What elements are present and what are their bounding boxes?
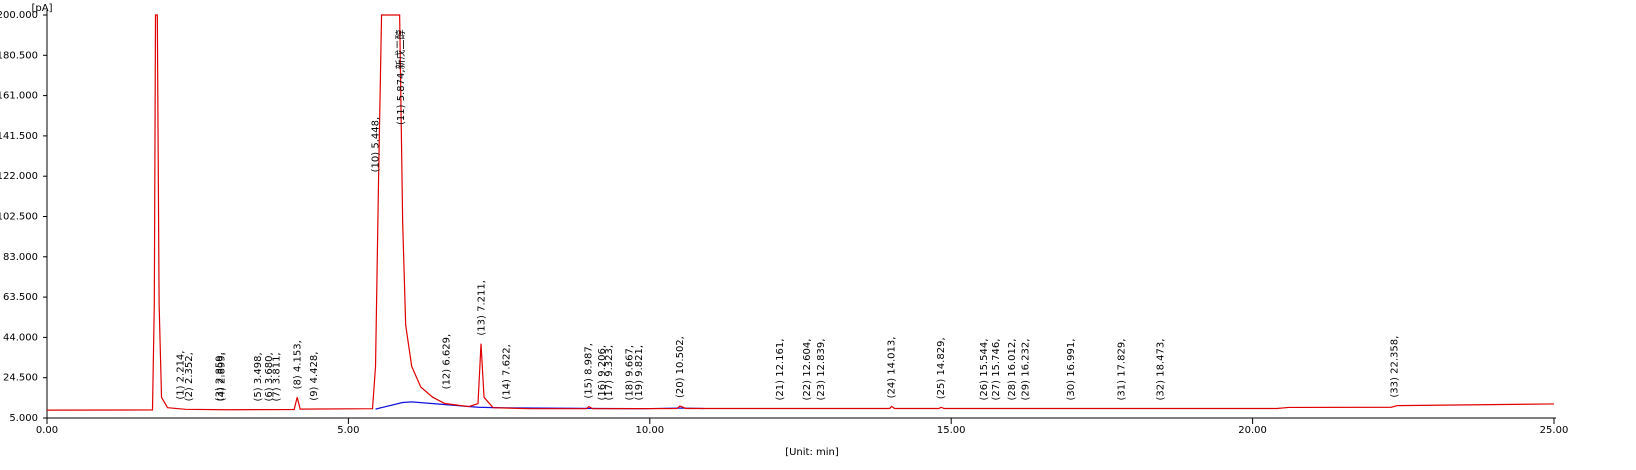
peak-label: (29) 16.232, <box>1020 339 1031 401</box>
trace <box>46 14 1555 411</box>
peak-label: (19) 9.821, <box>634 345 645 401</box>
peak-label: (32) 18.473, <box>1156 339 1167 401</box>
y-tick-label: 200.000 <box>0 10 38 21</box>
peak-label: (26) 15.544, <box>979 339 990 401</box>
peak-label: (33) 22.358, <box>1390 336 1401 398</box>
peak-label: (11) 5.874,新戊二醇 <box>394 29 407 125</box>
y-tick-label: 180.500 <box>0 50 38 61</box>
peak-label: (12) 6.629, <box>442 334 453 390</box>
peak-label: (31) 17.829, <box>1117 339 1128 401</box>
x-tick-label: 20.00 <box>1238 425 1267 436</box>
peak-label: (30) 16.991, <box>1066 339 1077 401</box>
y-axis-label: [pA] <box>32 3 53 14</box>
y-tick-label: 141.500 <box>0 131 38 142</box>
x-axis-label: [Unit: min] <box>785 447 839 458</box>
y-tick-label: 122.000 <box>0 171 38 182</box>
peak-label: (25) 14.829, <box>936 337 947 399</box>
peak-label: (21) 12.161, <box>775 339 786 401</box>
y-tick-label: 63.500 <box>3 292 38 303</box>
peak-label: (2) 2.352, <box>184 352 195 401</box>
peak-label: (28) 16.012, <box>1007 339 1018 401</box>
peak-label: (23) 12.839, <box>816 339 827 401</box>
x-tick-label: 5.00 <box>337 425 359 436</box>
x-tick-label: 15.00 <box>937 425 966 436</box>
peak-label: (6) 3.680, <box>264 352 275 401</box>
peak-label: (22) 12.604, <box>802 339 813 401</box>
peak-label: (17) 9.323, <box>604 345 615 401</box>
y-tick-label: 24.500 <box>3 373 38 384</box>
peak-label: (1) 2.214, <box>175 351 186 400</box>
x-tick-label: 10.00 <box>635 425 664 436</box>
peak-label: (20) 10.502, <box>675 336 686 398</box>
x-tick-label: 25.00 <box>1540 425 1569 436</box>
peak-label: (16) 9.206, <box>597 345 608 401</box>
y-tick-label: 5.000 <box>9 413 38 424</box>
peak-label: (18) 9.667, <box>625 345 636 401</box>
peak-label: (14) 7.622, <box>501 344 512 400</box>
peak-label: (13) 7.211, <box>477 280 488 336</box>
peak-label: (24) 14.013, <box>887 337 898 399</box>
peak-label: (27) 15.746, <box>991 339 1002 401</box>
peak-label: (7) 3.811, <box>272 352 283 401</box>
peak-label: (3) 2.859, <box>214 352 225 401</box>
peak-label: (15) 8.987, <box>584 343 595 399</box>
y-tick-label: 102.500 <box>0 212 38 223</box>
peak-label: (10) 5.448, <box>370 117 381 173</box>
peak-label: (5) 3.498, <box>253 352 264 401</box>
y-tick-label: 83.000 <box>3 252 38 263</box>
x-tick-label: 0.00 <box>36 425 58 436</box>
y-tick-label: 44.000 <box>3 332 38 343</box>
peak-label: (9) 4.428, <box>309 352 320 401</box>
y-tick-label: 161.000 <box>0 91 38 102</box>
peak-label: (8) 4.153, <box>292 340 303 389</box>
peak-label: (4) 2.899, <box>217 352 228 401</box>
